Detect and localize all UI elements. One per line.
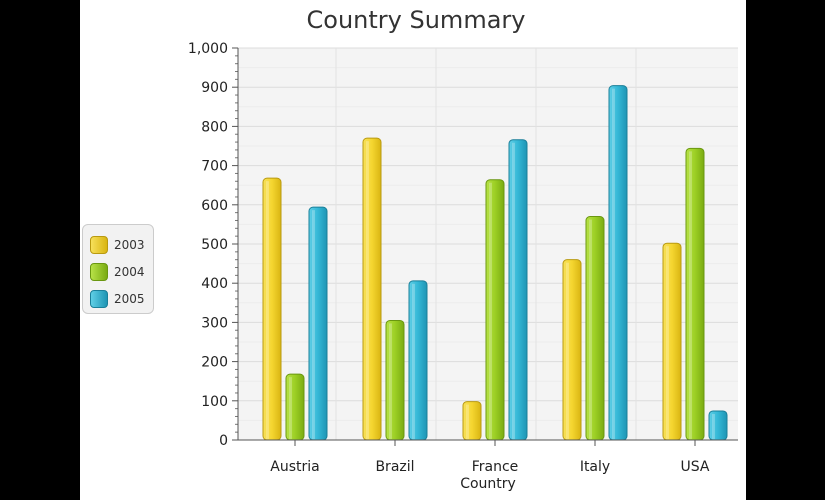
legend-label-2004: 2004 bbox=[114, 264, 145, 279]
y-tick-label: 400 bbox=[201, 276, 228, 292]
legend-swatch-2004 bbox=[90, 262, 108, 281]
legend: 2003 2004 2005 bbox=[82, 224, 154, 314]
bar-highlight bbox=[289, 377, 292, 439]
bar-2004-france bbox=[485, 179, 505, 441]
bar-2003-italy bbox=[562, 259, 582, 441]
bar-2005-italy bbox=[608, 85, 628, 441]
bar-highlight bbox=[389, 323, 392, 439]
y-tick-label: 1,000 bbox=[188, 41, 228, 57]
x-tick-label: USA bbox=[681, 459, 710, 475]
x-tick-label: Italy bbox=[580, 459, 610, 475]
bar-highlight bbox=[589, 219, 592, 439]
bar-2004-italy bbox=[585, 216, 605, 441]
y-tick-label: 0 bbox=[219, 433, 228, 449]
bar-highlight bbox=[666, 246, 669, 439]
legend-item-2003: 2003 bbox=[90, 231, 153, 258]
bar-highlight bbox=[566, 262, 569, 439]
x-tick-label: Austria bbox=[270, 459, 319, 475]
bar-highlight bbox=[312, 210, 315, 439]
x-tick-label: Brazil bbox=[375, 459, 414, 475]
bar-highlight bbox=[689, 151, 692, 440]
bar-highlight bbox=[612, 88, 615, 439]
bar-highlight bbox=[266, 181, 269, 440]
y-tick-label: 200 bbox=[201, 355, 228, 371]
y-tick-label: 500 bbox=[201, 237, 228, 253]
y-tick-label: 100 bbox=[201, 394, 228, 410]
bar-2004-austria bbox=[285, 373, 305, 441]
bar-highlight bbox=[466, 404, 469, 439]
legend-item-2004: 2004 bbox=[90, 258, 153, 285]
y-tick-label: 600 bbox=[201, 198, 228, 214]
bar-highlight bbox=[489, 182, 492, 439]
y-tick-label: 300 bbox=[201, 315, 228, 331]
bar-highlight bbox=[712, 413, 715, 439]
bar-2003-brazil bbox=[362, 137, 382, 441]
bar-highlight bbox=[512, 142, 515, 439]
legend-item-2005: 2005 bbox=[90, 285, 153, 312]
y-tick-label: 900 bbox=[201, 80, 228, 96]
bar-2005-france bbox=[508, 139, 528, 441]
bar-2004-usa bbox=[685, 147, 705, 441]
bar-2004-brazil bbox=[385, 319, 405, 441]
y-tick-label: 700 bbox=[201, 159, 228, 175]
y-tick-label: 800 bbox=[201, 119, 228, 135]
bar-highlight bbox=[412, 283, 415, 439]
bars bbox=[262, 85, 728, 441]
bar-2005-usa bbox=[708, 410, 728, 441]
legend-swatch-2003 bbox=[90, 235, 108, 254]
x-axis-title: Country bbox=[460, 476, 516, 492]
bar-highlight bbox=[366, 141, 369, 439]
bar-2003-austria bbox=[262, 177, 282, 441]
axes: 0 100 200 300 400 500 600 700 800 900 1,000 Austria… bbox=[188, 41, 738, 475]
chart-title: Country Summary bbox=[307, 6, 526, 34]
legend-swatch-2005 bbox=[90, 289, 108, 308]
bar-2005-brazil bbox=[408, 280, 428, 441]
bar-2003-usa bbox=[662, 242, 682, 441]
bar-2003-france bbox=[462, 401, 482, 441]
legend-label-2003: 2003 bbox=[114, 237, 145, 252]
x-tick-label: France bbox=[472, 459, 519, 475]
legend-label-2005: 2005 bbox=[114, 291, 145, 306]
bar-2005-austria bbox=[308, 206, 328, 441]
